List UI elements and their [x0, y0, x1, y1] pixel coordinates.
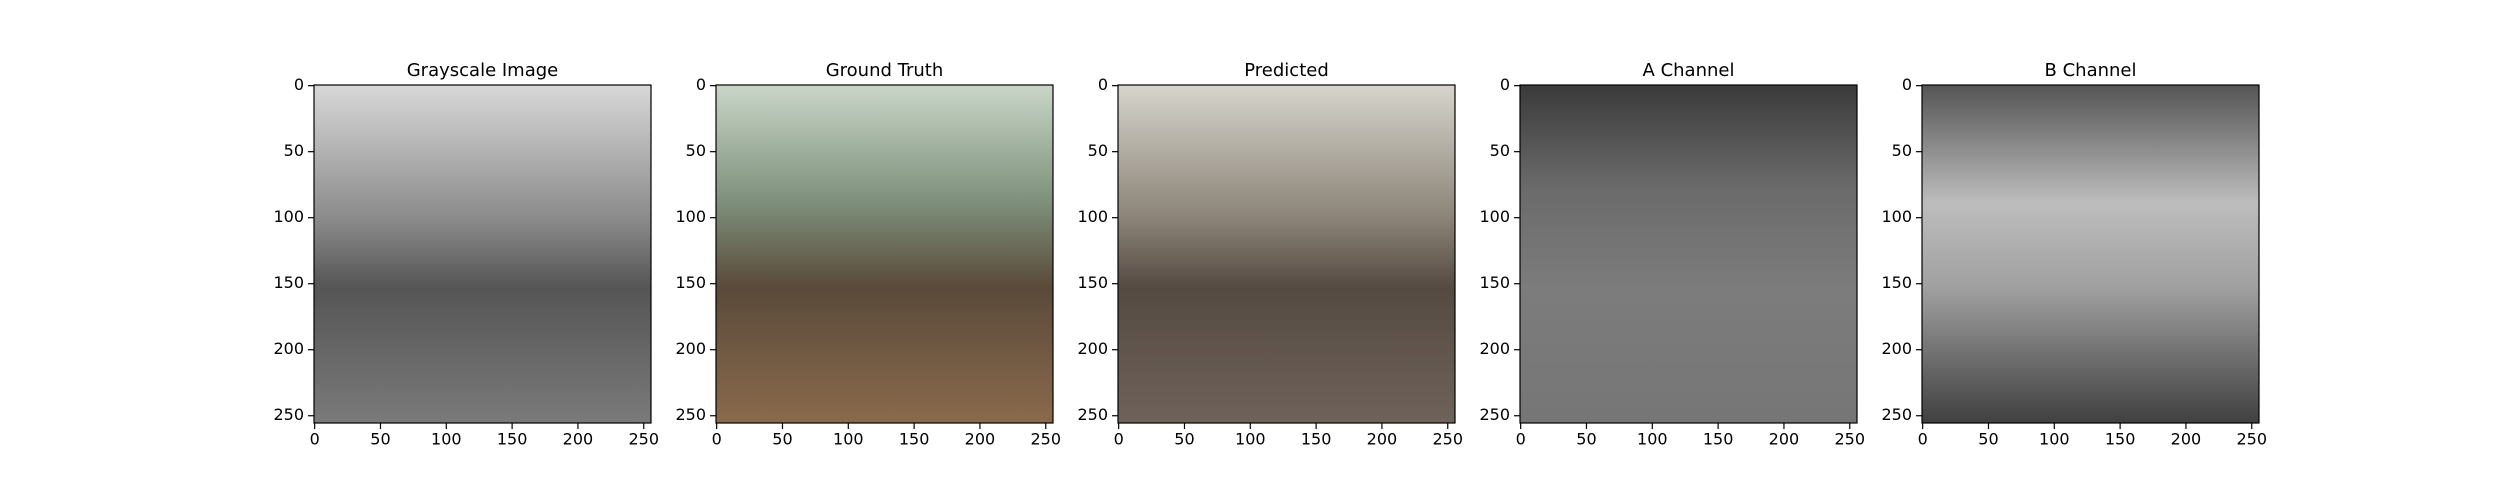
- axes-frame: [313, 84, 652, 424]
- y-tick-label: 250: [1881, 405, 1912, 424]
- panel-title: A Channel: [1643, 60, 1735, 81]
- y-tick-label: 200: [273, 339, 304, 358]
- panel-title: Ground Truth: [826, 60, 944, 81]
- image: [314, 85, 651, 423]
- x-tick-label: 100: [2039, 430, 2070, 449]
- y-tick-label: 50: [1892, 141, 1912, 160]
- x-tick-label: 0: [712, 430, 722, 449]
- y-tick-label: 200: [675, 339, 706, 358]
- x-tick-label: 150: [2105, 430, 2136, 449]
- y-tick-label: 0: [294, 75, 304, 94]
- x-tick-label: 100: [1637, 430, 1668, 449]
- y-tick-label: 150: [1881, 273, 1912, 292]
- y-tick-label: 250: [675, 405, 706, 424]
- x-tick-label: 150: [899, 430, 930, 449]
- y-tick-label: 150: [1479, 273, 1510, 292]
- x-tick-label: 100: [833, 430, 864, 449]
- x-tick-label: 150: [1301, 430, 1332, 449]
- x-tick-label: 50: [1576, 430, 1596, 449]
- x-tick-label: 0: [1918, 430, 1928, 449]
- x-tick-label: 100: [431, 430, 462, 449]
- x-tick-label: 150: [497, 430, 528, 449]
- x-tick-label: 200: [1367, 430, 1398, 449]
- x-tick-label: 200: [1769, 430, 1800, 449]
- x-tick-label: 250: [2236, 430, 2267, 449]
- y-tick-label: 0: [696, 75, 706, 94]
- y-tick-label: 100: [1881, 207, 1912, 226]
- x-tick-label: 250: [1030, 430, 1061, 449]
- x-tick-label: 200: [563, 430, 594, 449]
- x-tick-label: 250: [1432, 430, 1463, 449]
- y-tick-label: 250: [273, 405, 304, 424]
- panel-title: Predicted: [1244, 60, 1329, 81]
- x-tick-label: 0: [1516, 430, 1526, 449]
- axes-frame: [1117, 84, 1456, 424]
- image: [1922, 85, 2259, 423]
- x-tick-label: 200: [2171, 430, 2202, 449]
- y-tick-label: 0: [1500, 75, 1510, 94]
- y-tick-label: 250: [1479, 405, 1510, 424]
- x-tick-label: 100: [1235, 430, 1266, 449]
- x-tick-label: 50: [370, 430, 390, 449]
- x-tick-label: 50: [1174, 430, 1194, 449]
- y-tick-label: 200: [1479, 339, 1510, 358]
- x-tick-label: 50: [1978, 430, 1998, 449]
- y-tick-label: 50: [1088, 141, 1108, 160]
- y-tick-label: 150: [675, 273, 706, 292]
- y-tick-label: 150: [1077, 273, 1108, 292]
- y-tick-label: 100: [1479, 207, 1510, 226]
- y-tick-label: 50: [1490, 141, 1510, 160]
- y-tick-label: 200: [1881, 339, 1912, 358]
- y-tick-label: 50: [284, 141, 304, 160]
- image: [1520, 85, 1857, 423]
- axes-frame: [1519, 84, 1858, 424]
- x-tick-label: 150: [1703, 430, 1734, 449]
- image: [1118, 85, 1455, 423]
- y-tick-label: 200: [1077, 339, 1108, 358]
- x-tick-label: 0: [310, 430, 320, 449]
- panel-title: B Channel: [2045, 60, 2137, 81]
- x-tick-label: 0: [1114, 430, 1124, 449]
- panel-title: Grayscale Image: [407, 60, 559, 81]
- y-tick-label: 100: [273, 207, 304, 226]
- image: [716, 85, 1053, 423]
- y-tick-label: 50: [686, 141, 706, 160]
- y-tick-label: 100: [1077, 207, 1108, 226]
- x-tick-label: 250: [1834, 430, 1865, 449]
- y-tick-label: 250: [1077, 405, 1108, 424]
- x-tick-label: 250: [628, 430, 659, 449]
- y-tick-label: 0: [1902, 75, 1912, 94]
- y-tick-label: 0: [1098, 75, 1108, 94]
- y-tick-label: 150: [273, 273, 304, 292]
- axes-frame: [1921, 84, 2260, 424]
- x-tick-label: 50: [772, 430, 792, 449]
- x-tick-label: 200: [965, 430, 996, 449]
- axes-frame: [715, 84, 1054, 424]
- y-tick-label: 100: [675, 207, 706, 226]
